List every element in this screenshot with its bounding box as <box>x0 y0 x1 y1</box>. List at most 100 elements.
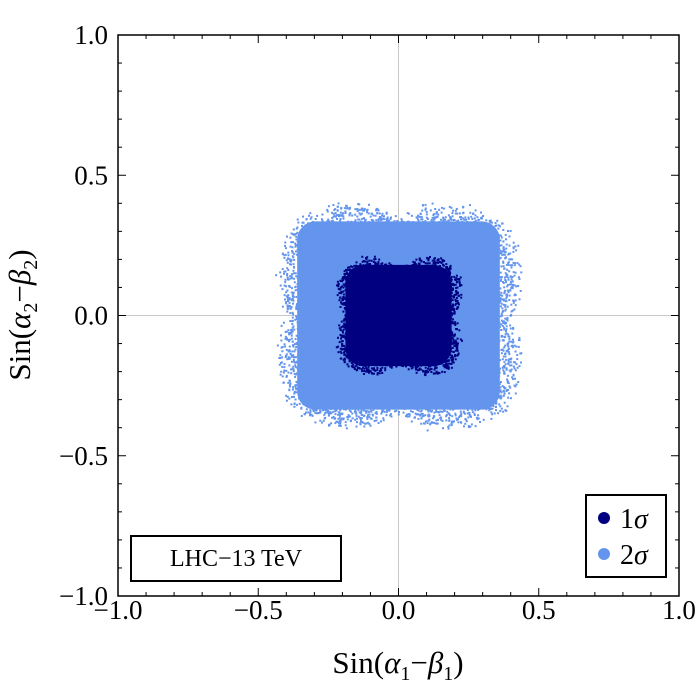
data-point <box>418 377 421 380</box>
data-point <box>368 229 370 232</box>
data-point <box>404 392 407 395</box>
data-point <box>424 257 427 259</box>
data-point <box>456 400 459 403</box>
data-point <box>325 397 328 400</box>
data-point <box>508 364 511 367</box>
data-point <box>389 392 392 395</box>
data-point <box>367 240 370 243</box>
data-point <box>520 352 523 355</box>
data-point <box>332 349 335 352</box>
data-point <box>417 255 420 258</box>
data-point <box>340 362 343 365</box>
data-point <box>288 379 291 382</box>
data-point <box>287 251 290 254</box>
data-point <box>349 399 352 402</box>
data-point <box>297 265 300 268</box>
data-point <box>310 352 313 355</box>
data-point <box>285 375 288 378</box>
data-point <box>482 251 485 254</box>
data-point <box>316 404 319 407</box>
data-point <box>307 349 310 352</box>
data-point <box>427 377 430 380</box>
data-point <box>284 298 286 301</box>
data-point <box>322 272 325 275</box>
data-point <box>320 360 323 363</box>
data-point <box>365 236 368 239</box>
data-point <box>429 250 432 253</box>
data-point <box>324 255 327 258</box>
data-point <box>396 383 399 386</box>
data-point <box>489 384 492 387</box>
data-point <box>384 260 387 263</box>
data-point <box>362 369 364 371</box>
data-point <box>292 241 294 244</box>
data-point <box>431 376 434 379</box>
data-point <box>372 232 375 235</box>
data-point <box>304 293 307 296</box>
data-point <box>404 378 407 381</box>
data-point <box>328 339 331 342</box>
data-point <box>359 397 362 400</box>
data-point <box>322 228 325 230</box>
data-point <box>414 403 417 406</box>
data-point <box>299 285 302 288</box>
data-point <box>362 415 365 418</box>
data-point <box>281 305 284 308</box>
data-point <box>411 247 414 250</box>
data-point <box>350 419 352 422</box>
data-point <box>309 371 312 374</box>
data-point <box>504 304 507 307</box>
data-point <box>340 367 343 370</box>
data-point <box>465 420 468 423</box>
data-point <box>337 265 340 267</box>
data-point <box>476 229 478 232</box>
data-point <box>457 238 460 241</box>
data-point <box>377 402 380 405</box>
data-point <box>313 291 316 294</box>
data-point <box>297 354 300 357</box>
data-point <box>460 247 463 250</box>
data-point <box>293 392 296 395</box>
data-point <box>482 387 485 390</box>
data-point <box>491 236 494 238</box>
data-point <box>285 301 288 304</box>
data-point <box>480 296 483 299</box>
data-point <box>470 415 472 418</box>
data-point <box>397 380 400 383</box>
data-point <box>332 304 335 307</box>
data-point <box>411 377 414 380</box>
data-point <box>500 319 503 322</box>
data-point <box>313 246 316 249</box>
data-point <box>384 372 387 375</box>
data-point <box>479 334 482 337</box>
data-point <box>457 289 460 292</box>
data-point <box>428 254 431 257</box>
data-point <box>330 353 333 355</box>
data-point <box>332 415 335 418</box>
data-point <box>293 328 296 331</box>
data-point <box>319 363 322 366</box>
data-point <box>497 255 499 258</box>
data-point <box>422 368 425 371</box>
data-point <box>497 282 500 285</box>
data-point <box>482 291 485 293</box>
data-point <box>314 227 317 230</box>
data-point <box>319 249 322 252</box>
data-point <box>513 284 516 287</box>
data-point <box>480 365 483 368</box>
data-point <box>471 376 473 379</box>
data-point <box>342 356 345 359</box>
data-point <box>482 390 485 393</box>
data-point <box>325 313 328 315</box>
data-point <box>422 220 425 223</box>
data-point <box>295 253 298 256</box>
data-point <box>499 279 502 282</box>
data-point <box>379 380 382 382</box>
data-point <box>479 244 482 247</box>
data-point <box>394 230 397 233</box>
data-point <box>467 425 470 427</box>
data-point <box>474 392 477 395</box>
data-point <box>292 386 294 389</box>
data-point <box>320 328 323 331</box>
data-point <box>318 225 321 228</box>
